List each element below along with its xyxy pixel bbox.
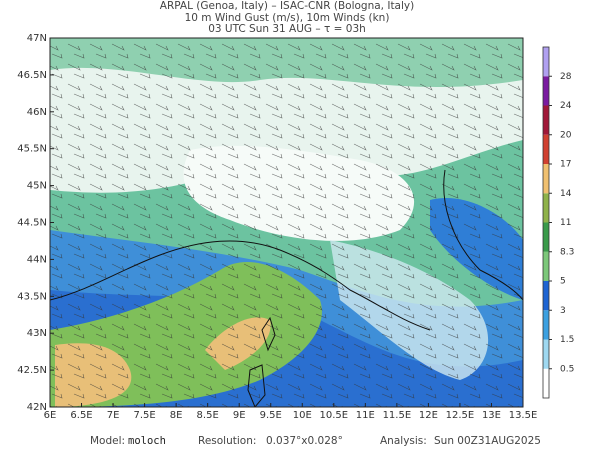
colorbar-swatch (543, 105, 549, 135)
header-line: 10 m Wind Gust (m/s), 10m Winds (kn) (185, 12, 390, 24)
y-tick-label: 43N (27, 328, 47, 339)
colorbar-label: 28 (560, 72, 572, 82)
header-line: ARPAL (Genoa, Italy) – ISAC-CNR (Bologna… (160, 0, 414, 12)
x-tick-label: 11E (356, 410, 375, 421)
x-tick-label: 6.5E (70, 410, 92, 421)
x-tick-label: 8.5E (197, 410, 219, 421)
colorbar-label: 8.3 (560, 247, 574, 257)
header-line: 03 UTC Sun 31 AUG – τ = 03h (208, 23, 366, 35)
x-tick-label: 6E (44, 410, 57, 421)
map-field (50, 38, 523, 407)
y-tick-label: 44N (27, 254, 47, 265)
colorbar-label: 17 (560, 160, 571, 170)
colorbar-swatch (543, 251, 549, 281)
colorbar-label: 20 (560, 130, 572, 140)
footer-value: 0.037°x0.028° (266, 435, 343, 447)
footer-value: moloch (128, 435, 166, 447)
colorbar-label: 14 (560, 189, 572, 199)
y-tick-label: 46N (27, 107, 47, 118)
colorbar-label: 1.5 (560, 335, 574, 345)
x-tick-label: 7.5E (133, 410, 155, 421)
footer-value: Sun 00Z31AUG2025 (434, 435, 541, 447)
colorbar-swatch (543, 193, 549, 223)
colorbar-label: 24 (560, 101, 572, 111)
colorbar-label: 11 (560, 218, 571, 228)
colorbar-swatch (543, 134, 549, 164)
footer-label: Resolution: (198, 435, 256, 447)
colorbar-label: 5 (560, 277, 566, 287)
footer-label: Model: (90, 435, 125, 447)
x-tick-label: 12E (419, 410, 438, 421)
x-tick-label: 13.5E (509, 410, 538, 421)
y-tick-label: 42N (27, 402, 47, 413)
colorbar-swatch (543, 281, 549, 311)
y-tick-label: 45N (27, 181, 47, 192)
y-tick-label: 47N (27, 33, 47, 44)
colorbar-label: 3 (560, 306, 566, 316)
x-tick-label: 10E (293, 410, 312, 421)
colorbar-swatch (543, 164, 549, 194)
colorbar-label: 0.5 (560, 364, 574, 374)
colorbar: 0.5 1.5 3 5 8.3 11 14 17 20 24 28 (542, 46, 574, 399)
x-tick-label: 7E (107, 410, 120, 421)
x-tick-label: 11.5E (383, 410, 412, 421)
y-tick-label: 44.5N (17, 218, 47, 229)
y-tick-label: 45.5N (17, 144, 47, 155)
x-tick-label: 13E (482, 410, 501, 421)
colorbar-swatch (543, 76, 549, 106)
y-tick-label: 42.5N (17, 365, 47, 376)
x-tick-label: 9E (233, 410, 246, 421)
axes: 6E 6.5E 7E 7.5E 8E 8.5E 9E 9.5E 10E 10.5E 11E 11.5E… (17, 33, 537, 421)
y-tick-label: 43.5N (17, 291, 47, 302)
x-tick-label: 12.5E (446, 410, 475, 421)
footer-label: Analysis: (380, 435, 427, 447)
colorbar-swatch (543, 222, 549, 252)
x-tick-label: 8E (170, 410, 183, 421)
x-tick-label: 10.5E (320, 410, 349, 421)
colorbar-swatch (543, 339, 549, 369)
colorbar-swatch (543, 368, 549, 398)
colorbar-swatch (543, 310, 549, 340)
colorbar-swatch (543, 47, 549, 77)
x-tick-label: 9.5E (260, 410, 282, 421)
y-tick-label: 46.5N (17, 70, 47, 81)
